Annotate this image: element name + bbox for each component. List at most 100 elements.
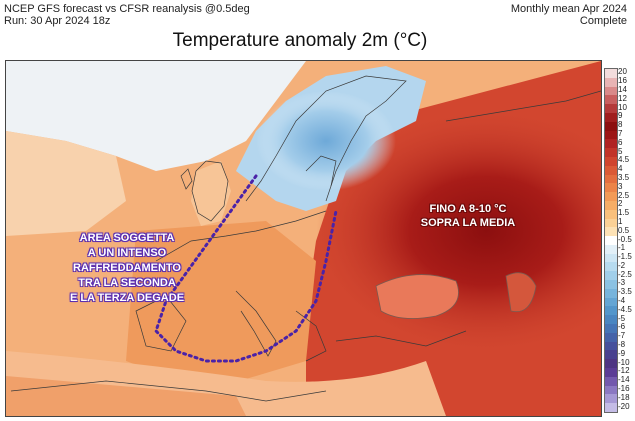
annotation-line: TRA LA SECONDA <box>78 277 176 289</box>
colorbar-tick-label: -14 <box>618 375 630 385</box>
colorbar-tick-label: -20 <box>618 401 630 411</box>
model-description: NCEP GFS forecast vs CFSR reanalysis @0.… <box>4 3 250 15</box>
colorbar-swatch <box>605 121 617 132</box>
colorbar-swatch <box>605 236 617 246</box>
colorbar-swatch <box>605 280 617 290</box>
period-label: Monthly mean Apr 2024 <box>510 3 627 15</box>
colorbar-swatch <box>605 350 617 360</box>
anomaly-map <box>5 60 602 417</box>
north-atlantic-neutral <box>6 61 306 171</box>
colorbar-swatch <box>605 192 617 202</box>
colorbar-tick-label: 7 <box>618 128 623 138</box>
colorbar-swatch <box>605 156 617 167</box>
colorbar-swatch <box>605 95 617 105</box>
colorbar-swatch <box>605 69 617 79</box>
colorbar-swatch <box>605 200 617 211</box>
colorbar-tick-label: 4.5 <box>618 155 630 165</box>
colorbar-swatch <box>605 403 617 413</box>
colorbar-tick-label: 2 <box>618 199 623 209</box>
colorbar-tick-label: 1 <box>618 216 623 226</box>
colorbar-tick-label: 6 <box>618 137 623 147</box>
annotation-line: AREA SOGGETTA <box>79 232 175 244</box>
cooling-area-outline <box>154 174 338 363</box>
colorbar-tick-label: -2.5 <box>618 269 632 279</box>
colorbar-swatch <box>605 376 617 387</box>
colorbar-tick-label: -3 <box>618 278 626 288</box>
warm-annotation: FINO A 8-10 °C SOPRA LA MEDIA <box>398 202 538 230</box>
colorbar-swatch <box>605 332 617 343</box>
colorbar-swatch <box>605 359 617 369</box>
colorbar-tick-label: -10 <box>618 357 630 367</box>
colorbar-tick-label: -0.5 <box>618 234 632 244</box>
colorbar-tick-label: 3.5 <box>618 172 630 182</box>
colorbar-tick-label: 4 <box>618 164 623 174</box>
colorbar-swatch <box>605 218 617 228</box>
colorbar-tick-label: -3.5 <box>618 287 632 297</box>
caspian-sea <box>505 272 537 313</box>
colorbar-swatch <box>605 324 617 334</box>
colorbar-swatch <box>605 148 617 158</box>
colorbar-swatch <box>605 262 617 272</box>
colorbar-tick-label: 14 <box>618 84 627 94</box>
annotation-line: RAFFREDDAMENTO <box>73 262 181 274</box>
colorbar-swatch <box>605 341 617 351</box>
colorbar-swatch <box>605 244 617 255</box>
colorbar-swatch <box>605 209 617 219</box>
colorbar-swatch <box>605 130 617 140</box>
colorbar-tick-label: 0.5 <box>618 225 630 235</box>
colorbar-tick-label: -7 <box>618 331 626 341</box>
colorbar-swatch <box>605 385 617 395</box>
map-canvas <box>6 61 601 416</box>
annotation-line: E LA TERZA DEGADE <box>69 292 185 304</box>
colorbar-swatch <box>605 253 617 263</box>
colorbar-tick-label: 9 <box>618 111 623 121</box>
colorbar-tick-label: 20 <box>618 67 627 77</box>
status-label: Complete <box>579 15 627 27</box>
colorbar-swatch <box>605 227 617 237</box>
colorbar-tick-label: 16 <box>618 76 627 86</box>
colorbar-tick-label: 1.5 <box>618 208 630 218</box>
map-title: Temperature anomaly 2m (°C) <box>172 30 428 51</box>
colorbar-tick-label: 12 <box>618 93 627 103</box>
black-sea <box>375 274 459 319</box>
colorbar-swatch <box>605 368 617 378</box>
coastlines <box>10 75 601 402</box>
colorbar-swatch <box>605 306 617 316</box>
colorbar-tick-label: 2.5 <box>618 190 630 200</box>
colorbar-tick-label: -16 <box>618 384 630 393</box>
colorbar-tick-label: -1.5 <box>618 252 632 262</box>
colorbar-swatch <box>605 183 617 193</box>
colorbar-tick-label: -8 <box>618 340 626 350</box>
colorbar-tick-label: -18 <box>618 392 630 402</box>
colorbar-tick-label: -4 <box>618 296 626 306</box>
colorbar-swatch <box>605 394 617 404</box>
colorbar-tick-label: -9 <box>618 348 626 358</box>
colorbar-tick-label: 5 <box>618 146 623 156</box>
colorbar-tick-label: 3 <box>618 181 623 191</box>
colorbar-tick-label: -6 <box>618 322 626 332</box>
colorbar-swatch <box>605 315 617 325</box>
colorbar-swatch <box>605 288 617 299</box>
colorbar-tick-label: -2 <box>618 260 626 270</box>
colorbar-tick-label: -5 <box>618 313 626 323</box>
colorbar-tick-label: 10 <box>618 102 627 112</box>
colorbar-tick-label: 8 <box>618 120 623 130</box>
annotation-line: FINO A 8-10 °C <box>429 203 507 215</box>
cooling-annotation: AREA SOGGETTA A UN INTENSO RAFFREDDAMENT… <box>62 231 192 306</box>
colorbar-swatch <box>605 86 617 96</box>
colorbar <box>604 68 618 413</box>
colorbar-swatch <box>605 112 617 123</box>
atlantic-light-warm <box>6 131 126 236</box>
colorbar-tick-label: -12 <box>618 366 630 376</box>
colorbar-swatch <box>605 165 617 176</box>
north-africa <box>6 376 246 416</box>
colorbar-swatch <box>605 297 617 307</box>
colorbar-swatch <box>605 77 617 88</box>
colorbar-tick-label: -1 <box>618 243 626 253</box>
scandinavia-cold-core <box>256 91 396 191</box>
colorbar-swatch <box>605 174 617 184</box>
annotation-line: SOPRA LA MEDIA <box>420 217 516 229</box>
colorbar-swatch <box>605 104 617 114</box>
run-time: Run: 30 Apr 2024 18z <box>4 15 111 27</box>
colorbar-swatch <box>605 139 617 149</box>
